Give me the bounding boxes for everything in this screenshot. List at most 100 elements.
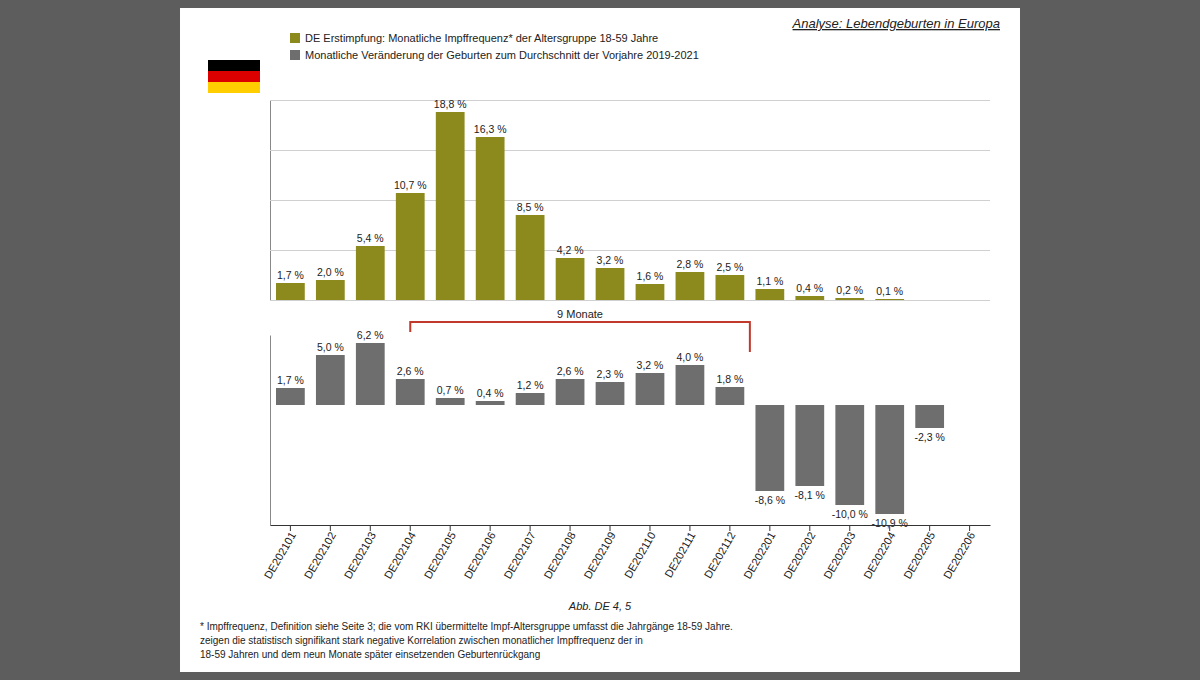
bar <box>596 268 625 300</box>
x-tick: DE202206 <box>941 525 977 581</box>
y-tick <box>270 150 990 151</box>
x-tick-mark <box>849 525 850 531</box>
bar <box>556 379 585 405</box>
grid-line <box>270 100 990 101</box>
x-tick: DE202108 <box>541 525 577 581</box>
annotation-bracket <box>410 322 750 352</box>
data-label: 1,1 % <box>756 275 783 287</box>
bar <box>476 401 505 405</box>
bar <box>516 215 545 300</box>
bar <box>316 280 345 300</box>
bar <box>516 393 545 405</box>
data-label: 0,4 % <box>796 282 823 294</box>
x-tick: DE202103 <box>342 525 378 581</box>
x-tick-mark <box>729 525 730 531</box>
x-tick: DE202205 <box>901 525 937 581</box>
x-tick-mark <box>809 525 810 531</box>
grid-line <box>270 200 990 201</box>
footnote: 18-59 Jahren und dem neun Monate später … <box>200 649 540 660</box>
data-label: -10,0 % <box>832 508 868 520</box>
bar <box>636 373 665 405</box>
x-tick-label: DE202104 <box>382 530 418 581</box>
bar <box>316 355 345 405</box>
y2-axis-line <box>270 336 271 526</box>
x-tick-label: DE202107 <box>501 530 537 581</box>
data-label: 2,5 % <box>716 261 743 273</box>
data-label: 4,2 % <box>557 244 584 256</box>
x-tick-label: DE202205 <box>901 530 937 581</box>
data-label: 3,2 % <box>597 254 624 266</box>
x-tick: DE202204 <box>861 525 897 581</box>
data-label: 1,2 % <box>517 379 544 391</box>
x-tick-mark <box>290 525 291 531</box>
x-tick-label: DE202101 <box>262 530 298 581</box>
bar <box>875 405 904 514</box>
title: Analyse: Lebendgeburten in Europa <box>792 16 1000 31</box>
data-labels: 1,7 %2,0 %5,4 %10,7 %18,8 %16,3 %8,5 %4,… <box>277 98 903 297</box>
data-label: 1,7 % <box>277 269 304 281</box>
bar <box>436 398 465 405</box>
bar <box>276 388 305 405</box>
x-tick-mark <box>610 525 611 531</box>
x-tick-mark <box>769 525 770 531</box>
data-label: 2,0 % <box>317 266 344 278</box>
bar <box>596 382 625 405</box>
x-tick-mark <box>490 525 491 531</box>
data-label: -8,1 % <box>795 489 825 501</box>
x-tick: DE202112 <box>702 525 738 580</box>
flag-stripe <box>208 71 260 82</box>
x-tick-mark <box>530 525 531 531</box>
data-label: 16,3 % <box>474 123 507 135</box>
bar <box>276 283 305 300</box>
footnote: zeigen die statistisch signifikant stark… <box>200 635 643 646</box>
data-label: 8,5 % <box>517 201 544 213</box>
x-tick: DE202106 <box>461 525 497 581</box>
x-tick: DE202101 <box>262 525 298 581</box>
bars <box>276 112 904 300</box>
x-tick: DE202202 <box>781 525 817 581</box>
x-tick: DE202104 <box>382 525 418 581</box>
data-label: 0,4 % <box>477 387 504 399</box>
x-tick-label: DE202108 <box>541 530 577 581</box>
data-labels: 1,7 %5,0 %6,2 %2,6 %0,7 %0,4 %1,2 %2,6 %… <box>277 329 945 529</box>
y-tick <box>270 100 990 101</box>
x-tick-label: DE202112 <box>702 530 738 580</box>
legend: DE Erstimpfung: Monatliche Impffrequenz*… <box>290 32 699 61</box>
x-tick-label: DE202102 <box>302 530 338 581</box>
y-tick <box>270 200 990 201</box>
x-tick-label: DE202204 <box>861 530 897 581</box>
y2-axis <box>270 336 271 526</box>
x-tick-label: DE202106 <box>461 530 497 581</box>
x-tick-mark <box>929 525 930 531</box>
x-tick-mark <box>889 525 890 531</box>
bar <box>396 379 425 405</box>
x-tick-mark <box>450 525 451 531</box>
data-label: 1,7 % <box>277 374 304 386</box>
data-label: 2,8 % <box>677 258 704 270</box>
x-tick-mark <box>649 525 650 531</box>
legend-label: Monatliche Veränderung der Geburten zum … <box>305 49 699 61</box>
x-tick: DE202111 <box>662 525 698 579</box>
bar <box>716 275 745 300</box>
data-label: 0,2 % <box>836 284 863 296</box>
x-tick-mark <box>410 525 411 531</box>
data-label: 18,8 % <box>434 98 467 110</box>
x-tick: DE202107 <box>501 525 537 581</box>
x-tick-mark <box>570 525 571 531</box>
x-tick-mark <box>689 525 690 531</box>
x-tick-label: DE202203 <box>821 530 857 581</box>
x-tick: DE202110 <box>622 525 658 580</box>
x-tick-label: DE202111 <box>662 530 698 580</box>
bar <box>795 296 824 300</box>
data-label: 6,2 % <box>357 329 384 341</box>
x-tick-label: DE202109 <box>581 530 617 581</box>
x-tick: DE202102 <box>302 525 338 581</box>
data-label: 5,0 % <box>317 341 344 353</box>
x-tick-label: DE202110 <box>622 530 658 580</box>
data-label: -8,6 % <box>755 494 785 506</box>
bar <box>676 365 705 405</box>
bar <box>476 137 505 300</box>
data-label: 1,8 % <box>716 373 743 385</box>
bar <box>915 405 944 428</box>
annotation-label: 9 Monate <box>557 308 603 320</box>
